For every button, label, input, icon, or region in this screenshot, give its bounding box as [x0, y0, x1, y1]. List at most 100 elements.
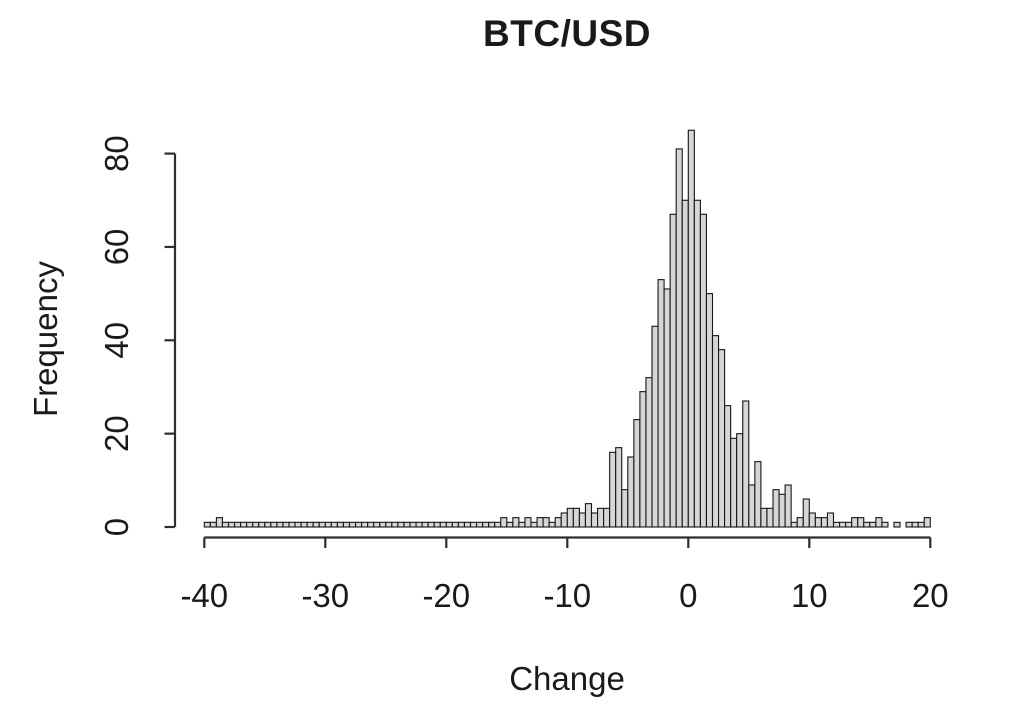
- x-axis-tick-label: 0: [679, 577, 697, 614]
- histogram-bar: [451, 521, 459, 528]
- histogram-bar: [530, 521, 538, 528]
- histogram-bar: [288, 521, 296, 528]
- histogram-bar: [348, 521, 357, 528]
- histogram-bar: [917, 521, 925, 528]
- histogram-bar: [433, 521, 441, 528]
- histogram-bar: [603, 507, 611, 528]
- histogram-bar: [790, 521, 798, 528]
- histogram-bar: [373, 521, 381, 528]
- histogram-bar: [814, 517, 822, 528]
- histogram-bar: [445, 521, 453, 528]
- x-axis-tick-label: -10: [543, 577, 591, 614]
- histogram-bar: [875, 517, 883, 528]
- y-axis-tick-label: 80: [98, 135, 135, 172]
- histogram-bar: [391, 521, 399, 528]
- histogram-bar: [270, 521, 278, 528]
- histogram-bar: [463, 521, 472, 528]
- histogram-bar: [621, 489, 629, 528]
- histogram-bar: [354, 521, 363, 528]
- histogram-bar: [869, 521, 877, 528]
- histogram-bar: [724, 405, 732, 528]
- histogram-bar: [730, 437, 738, 528]
- histogram-bar: [742, 400, 750, 528]
- histogram-bar: [845, 521, 853, 528]
- histogram-bar: [699, 213, 708, 528]
- histogram-bar: [246, 521, 254, 528]
- chart-title: BTC/USD: [483, 13, 651, 54]
- histogram-bar: [572, 507, 580, 528]
- histogram-bar: [911, 521, 919, 528]
- histogram-bar: [802, 498, 810, 528]
- histogram-bar: [766, 507, 774, 528]
- histogram-bar: [234, 521, 242, 528]
- histogram-bar: [482, 521, 490, 528]
- x-axis-tick-label: -40: [180, 577, 228, 614]
- histogram-bar: [282, 521, 290, 528]
- histogram-bar: [639, 391, 647, 528]
- histogram-bar: [300, 521, 308, 528]
- histogram-bar: [240, 521, 248, 528]
- histogram-bar: [923, 517, 931, 528]
- histogram-bar: [427, 521, 435, 528]
- histogram-bar: [336, 521, 344, 528]
- y-axis-tick-label: 0: [98, 518, 135, 536]
- histogram-bar: [772, 489, 780, 528]
- histogram-bar: [469, 521, 478, 528]
- histogram-bar: [379, 521, 387, 528]
- histogram-bar: [651, 325, 659, 528]
- histogram-bar: [578, 512, 587, 528]
- histogram-bar: [276, 521, 284, 528]
- histogram-bar: [820, 517, 829, 528]
- histogram-bar: [524, 517, 532, 528]
- histogram-bar: [518, 521, 526, 528]
- histogram-bar: [548, 521, 556, 528]
- histogram-bar: [367, 521, 375, 528]
- histogram-bar: [633, 419, 641, 528]
- histogram-bar: [808, 512, 816, 528]
- histogram-bar: [905, 521, 913, 528]
- histogram-bar: [681, 199, 689, 528]
- histogram-bar: [693, 199, 701, 528]
- y-axis-tick-label: 20: [98, 415, 135, 452]
- histogram-bar: [832, 521, 841, 528]
- histogram-bar: [258, 521, 266, 528]
- histogram-bar: [560, 512, 568, 528]
- histogram-bar: [609, 451, 617, 528]
- histogram-bar: [512, 517, 520, 528]
- histogram-bar: [893, 521, 901, 528]
- x-axis-tick-label: 10: [791, 577, 828, 614]
- histogram-bar: [403, 521, 411, 528]
- histogram-bar: [736, 433, 744, 528]
- histogram-bars: [203, 129, 931, 528]
- histogram-bar: [748, 484, 756, 528]
- histogram-bar: [657, 279, 665, 528]
- histogram-bar: [330, 521, 338, 528]
- histogram-bar: [415, 521, 423, 528]
- histogram-bar: [294, 521, 302, 528]
- histogram-bar: [203, 521, 211, 528]
- histogram-bar: [221, 521, 230, 528]
- y-axis-tick-label: 40: [98, 322, 135, 359]
- histogram-bar: [318, 521, 326, 528]
- histogram-bar: [536, 517, 544, 528]
- x-axis-tick-label: -30: [301, 577, 349, 614]
- histogram-bar: [506, 521, 514, 528]
- histogram-bar: [778, 493, 786, 528]
- histogram-bar: [554, 517, 562, 528]
- histogram-bar: [863, 521, 871, 528]
- histogram-bar: [669, 213, 677, 528]
- histogram-bar: [397, 521, 405, 528]
- histogram-bar: [475, 521, 484, 528]
- histogram-bar: [500, 517, 508, 528]
- y-axis-tick-label: 60: [98, 229, 135, 266]
- histogram-bar: [826, 512, 835, 528]
- histogram-bar: [566, 507, 574, 528]
- histogram-bar: [711, 335, 720, 528]
- histogram-bar: [645, 377, 653, 528]
- histogram-bar: [881, 521, 889, 528]
- histogram-bar: [675, 148, 683, 528]
- histogram-bar: [324, 521, 332, 528]
- histogram-bar: [754, 461, 762, 528]
